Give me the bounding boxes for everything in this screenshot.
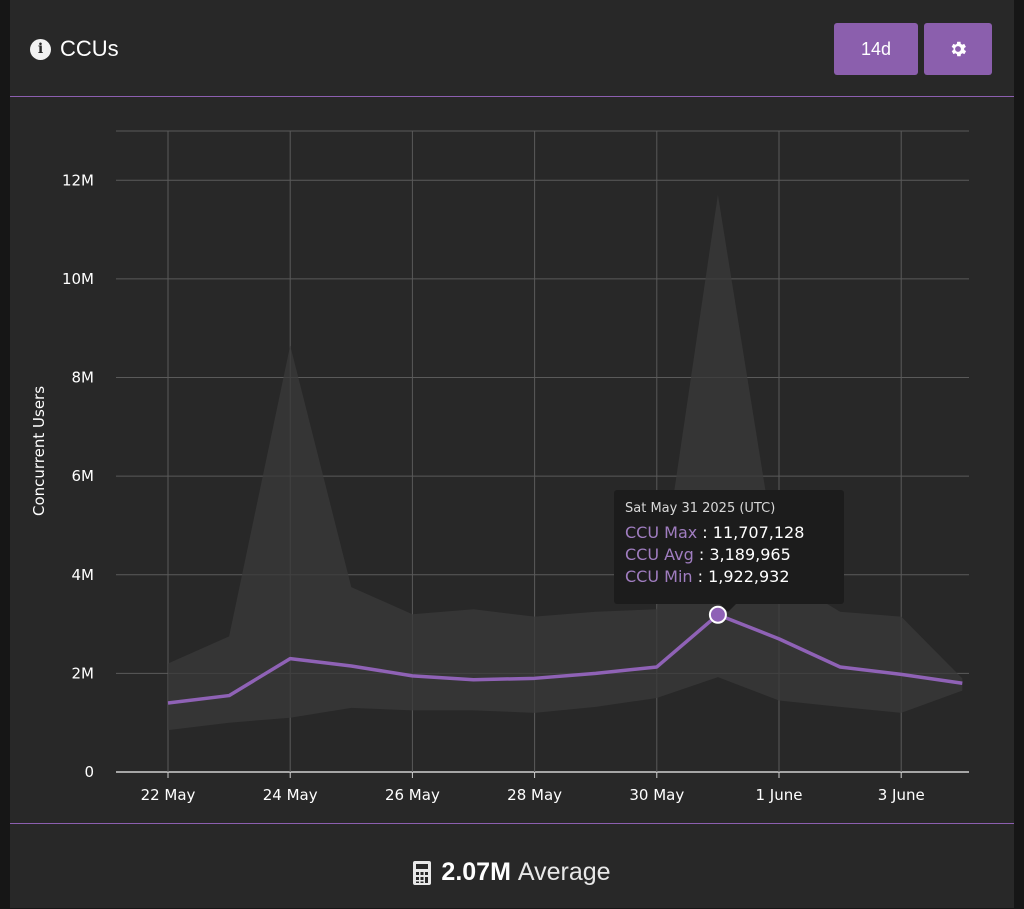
gear-icon <box>951 41 967 57</box>
avg-series-line <box>167 612 963 705</box>
tooltip-date: Sat May 31 2025 (UTC) <box>625 501 776 516</box>
tooltip-max-label: CCU Max <box>625 523 698 542</box>
y-tick-label: 2M <box>72 664 95 682</box>
time-range-label: 14d <box>860 38 892 59</box>
tooltip-avg-label: CCU Avg <box>625 545 694 564</box>
x-tick-label: 3 June <box>878 786 925 804</box>
average-summary: 2.07M Average <box>10 858 1014 887</box>
y-tick-label: 8M <box>72 369 95 387</box>
panel-header: i CCUs 14d <box>10 0 1014 97</box>
tooltip-row-avg: CCU Avg : 3,189,965 <box>625 545 791 564</box>
tooltip-min-value: 1,922,932 <box>708 567 790 586</box>
y-tick-label: 4M <box>72 566 95 584</box>
y-tick-label: 0 <box>84 763 94 781</box>
title-group: i CCUs <box>30 36 119 62</box>
chart-tooltip: Sat May 31 2025 (UTC) CCU Max : 11,707,1… <box>614 490 844 612</box>
range-band-area <box>168 194 963 731</box>
y-tick-label: 6M <box>72 467 95 485</box>
ccu-chart: 0 2M 4M 6M 8M 10M 12M 22 May 24 May 26 May 28 May… <box>30 130 969 804</box>
tooltip-row-min: CCU Min : 1,922,932 <box>625 567 790 586</box>
info-icon[interactable]: i <box>30 38 51 60</box>
average-label: Average <box>517 858 611 886</box>
x-tick-label: 22 May <box>141 786 196 804</box>
tooltip-avg-value: 3,189,965 <box>709 545 791 564</box>
calculator-icon <box>413 860 432 885</box>
x-tick-label: 28 May <box>507 786 562 804</box>
panel-footer: 2.07M Average <box>10 823 1014 909</box>
x-tick-label: 24 May <box>263 786 318 804</box>
x-tick-label: 1 June <box>756 786 803 804</box>
y-axis-label: Concurrent Users <box>30 386 48 516</box>
panel-title: CCUs <box>60 36 119 61</box>
tooltip-row-max: CCU Max : 11,707,128 <box>625 523 805 542</box>
ccu-panel: i CCUs 14d 0 2M 4M 6M 8M 10M 12M 22 May 24 May 2… <box>10 0 1014 908</box>
y-tick-label: 10M <box>62 270 94 288</box>
x-tick-label: 26 May <box>385 786 440 804</box>
tooltip-max-value: 11,707,128 <box>712 523 805 542</box>
tooltip-min-label: CCU Min <box>625 567 693 586</box>
time-range-button[interactable]: 14d <box>834 23 918 75</box>
average-value: 2.07M <box>441 858 511 886</box>
settings-button[interactable] <box>924 23 992 75</box>
y-tick-label: 12M <box>62 171 94 189</box>
x-tick-label: 30 May <box>629 786 684 804</box>
